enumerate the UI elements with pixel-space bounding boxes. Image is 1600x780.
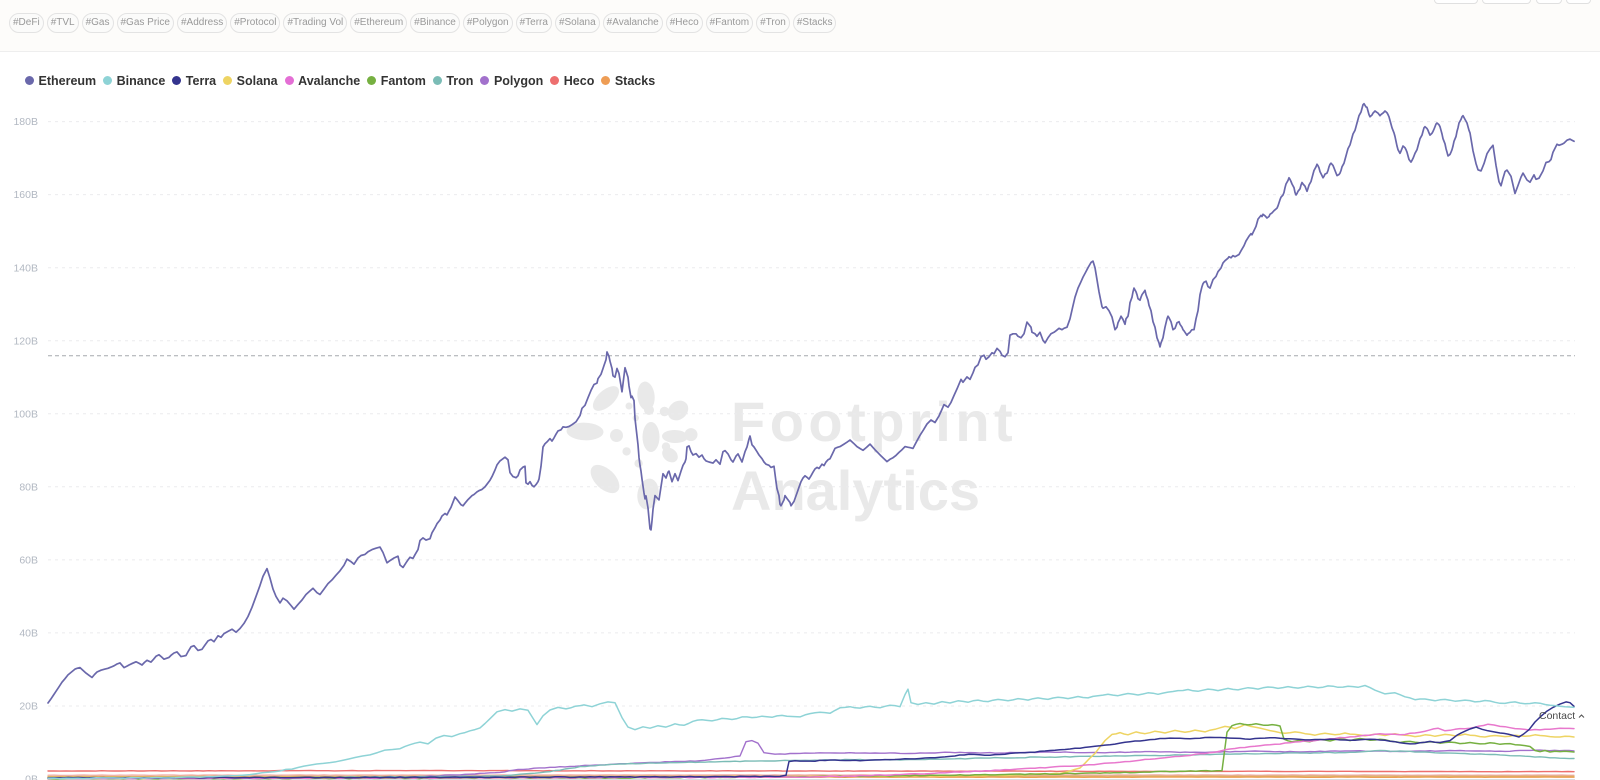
svg-text:40B: 40B <box>19 628 38 640</box>
svg-text:120B: 120B <box>13 335 38 347</box>
svg-text:60B: 60B <box>19 555 38 567</box>
svg-text:100B: 100B <box>13 408 38 420</box>
svg-text:20B: 20B <box>19 701 38 713</box>
svg-text:80B: 80B <box>19 481 38 493</box>
svg-text:160B: 160B <box>13 189 38 201</box>
svg-text:140B: 140B <box>13 262 38 274</box>
svg-text:180B: 180B <box>13 116 38 128</box>
svg-text:0B: 0B <box>25 774 38 780</box>
